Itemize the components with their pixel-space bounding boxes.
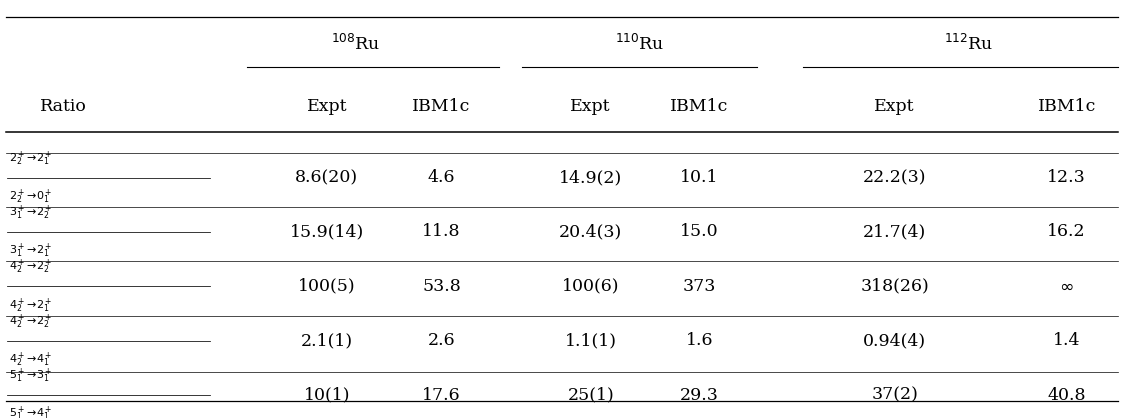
Text: 0.94(4): 0.94(4) (863, 332, 927, 349)
Text: 2.1(1): 2.1(1) (301, 332, 353, 349)
Text: 22.2(3): 22.2(3) (863, 169, 927, 186)
Text: 53.8: 53.8 (422, 278, 461, 295)
Text: $^{108}$Ru: $^{108}$Ru (330, 34, 381, 54)
Text: 37(2): 37(2) (872, 387, 918, 403)
Text: 10.1: 10.1 (680, 169, 719, 186)
Text: 1.4: 1.4 (1053, 332, 1080, 349)
Text: $5^+_1\!\rightarrow\!4^+_1$: $5^+_1\!\rightarrow\!4^+_1$ (9, 405, 53, 418)
Text: $3^+_1\!\rightarrow\!2^+_2$: $3^+_1\!\rightarrow\!2^+_2$ (9, 204, 53, 222)
Text: 2.6: 2.6 (428, 332, 455, 349)
Text: 12.3: 12.3 (1047, 169, 1086, 186)
Text: 21.7(4): 21.7(4) (863, 224, 927, 240)
Text: 100(5): 100(5) (298, 278, 356, 295)
Text: 1.6: 1.6 (686, 332, 713, 349)
Text: $\infty$: $\infty$ (1060, 278, 1074, 295)
Text: $4^+_2\!\rightarrow\!2^+_1$: $4^+_2\!\rightarrow\!2^+_1$ (9, 296, 53, 315)
Text: $^{112}$Ru: $^{112}$Ru (944, 34, 994, 54)
Text: $4^+_2\!\rightarrow\!2^+_2$: $4^+_2\!\rightarrow\!2^+_2$ (9, 258, 53, 276)
Text: 4.6: 4.6 (428, 169, 455, 186)
Text: 373: 373 (682, 278, 717, 295)
Text: 10(1): 10(1) (304, 387, 350, 403)
Text: 318(26): 318(26) (860, 278, 929, 295)
Text: 14.9(2): 14.9(2) (559, 169, 623, 186)
Text: 15.9(14): 15.9(14) (290, 224, 364, 240)
Text: 100(6): 100(6) (562, 278, 619, 295)
Text: 1.1(1): 1.1(1) (564, 332, 617, 349)
Text: $4^+_2\!\rightarrow\!4^+_1$: $4^+_2\!\rightarrow\!4^+_1$ (9, 351, 53, 369)
Text: 40.8: 40.8 (1047, 387, 1086, 403)
Text: Expt: Expt (874, 98, 915, 115)
Text: 17.6: 17.6 (422, 387, 461, 403)
Text: 25(1): 25(1) (568, 387, 614, 403)
Text: 8.6(20): 8.6(20) (295, 169, 359, 186)
Text: $^{110}$Ru: $^{110}$Ru (615, 34, 665, 54)
Text: $5^+_1\!\rightarrow\!3^+_1$: $5^+_1\!\rightarrow\!3^+_1$ (9, 367, 53, 385)
Text: $2^+_2\!\rightarrow\!2^+_1$: $2^+_2\!\rightarrow\!2^+_1$ (9, 149, 53, 168)
Text: 29.3: 29.3 (680, 387, 719, 403)
Text: IBM1c: IBM1c (413, 98, 470, 115)
Text: 15.0: 15.0 (680, 224, 719, 240)
Text: Expt: Expt (306, 98, 348, 115)
Text: 11.8: 11.8 (422, 224, 461, 240)
Text: $4^+_2\!\rightarrow\!2^+_2$: $4^+_2\!\rightarrow\!2^+_2$ (9, 312, 53, 331)
Text: $2^+_2\!\rightarrow\!0^+_1$: $2^+_2\!\rightarrow\!0^+_1$ (9, 188, 53, 206)
Text: IBM1c: IBM1c (1038, 98, 1095, 115)
Text: IBM1c: IBM1c (671, 98, 728, 115)
Text: Ratio: Ratio (40, 98, 86, 115)
Text: $3^+_1\!\rightarrow\!2^+_1$: $3^+_1\!\rightarrow\!2^+_1$ (9, 242, 53, 260)
Text: Expt: Expt (570, 98, 611, 115)
Text: 16.2: 16.2 (1047, 224, 1086, 240)
Text: 20.4(3): 20.4(3) (559, 224, 623, 240)
